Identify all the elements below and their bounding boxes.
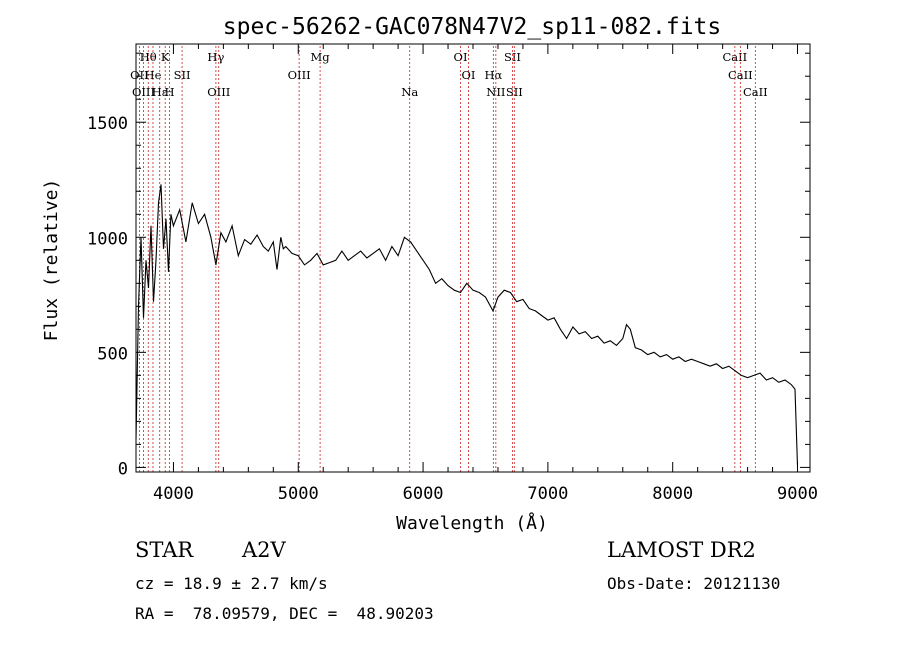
line-marker-label: CaII — [728, 68, 753, 82]
line-marker-label: NII — [486, 85, 505, 99]
line-marker-label: Hα — [484, 68, 502, 82]
line-marker-label: OI — [454, 50, 468, 64]
chart-title: spec-56262-GAC078N47V2_sp11-082.fits — [223, 14, 722, 40]
x-axis-ticks: 4000 5000 6000 7000 8000 9000 — [153, 44, 818, 504]
spectrum-line — [135, 184, 799, 467]
line-marker-label: CaII — [743, 85, 768, 99]
line-marker-label: He — [145, 68, 162, 82]
line-marker-label: OIII — [288, 68, 311, 82]
y-axis-label: Flux (relative) — [41, 179, 62, 342]
line-marker-label: Hε — [152, 85, 168, 99]
y-tick-label: 1000 — [87, 229, 128, 249]
line-marker-label: Hθ — [140, 50, 157, 64]
line-marker-label: OIII — [207, 85, 230, 99]
line-marker-label: Hγ — [207, 50, 224, 64]
x-tick-label: 4000 — [153, 484, 194, 504]
line-marker-label: SII — [504, 50, 521, 64]
y-tick-label: 500 — [97, 344, 128, 364]
y-tick-label: 0 — [118, 459, 128, 479]
y-tick-label: 1500 — [87, 114, 128, 134]
line-marker-label: SII — [506, 85, 523, 99]
object-subclass: A2V — [242, 538, 286, 562]
x-tick-label: 8000 — [652, 484, 693, 504]
plot-frame — [135, 43, 811, 473]
y-axis-ticks: 0 500 1000 1500 — [87, 52, 810, 479]
line-marker-label: H — [165, 85, 175, 99]
redshift-velocity: cz = 18.9 ± 2.7 km/s — [135, 574, 328, 593]
line-marker-label: OIII — [132, 85, 155, 99]
x-axis-label: Wavelength (Å) — [396, 512, 548, 534]
object-class: STAR — [135, 538, 194, 562]
x-tick-label: 6000 — [403, 484, 444, 504]
x-tick-label: 9000 — [777, 484, 818, 504]
x-tick-label: 5000 — [278, 484, 319, 504]
observation-date: Obs-Date: 20121130 — [607, 574, 781, 593]
x-tick-label: 7000 — [527, 484, 568, 504]
line-marker-label: OI — [462, 68, 476, 82]
line-marker-label: Mg — [311, 50, 331, 64]
line-marker-label: Na — [401, 85, 418, 99]
coordinates: RA = 78.09579, DEC = 48.90203 — [135, 604, 434, 623]
survey-label: LAMOST DR2 — [607, 538, 756, 562]
line-marker-label: K — [161, 50, 170, 64]
line-marker-label: CaII — [722, 50, 747, 64]
line-marker-label: OII — [130, 68, 149, 82]
line-marker-label: SII — [174, 68, 191, 82]
